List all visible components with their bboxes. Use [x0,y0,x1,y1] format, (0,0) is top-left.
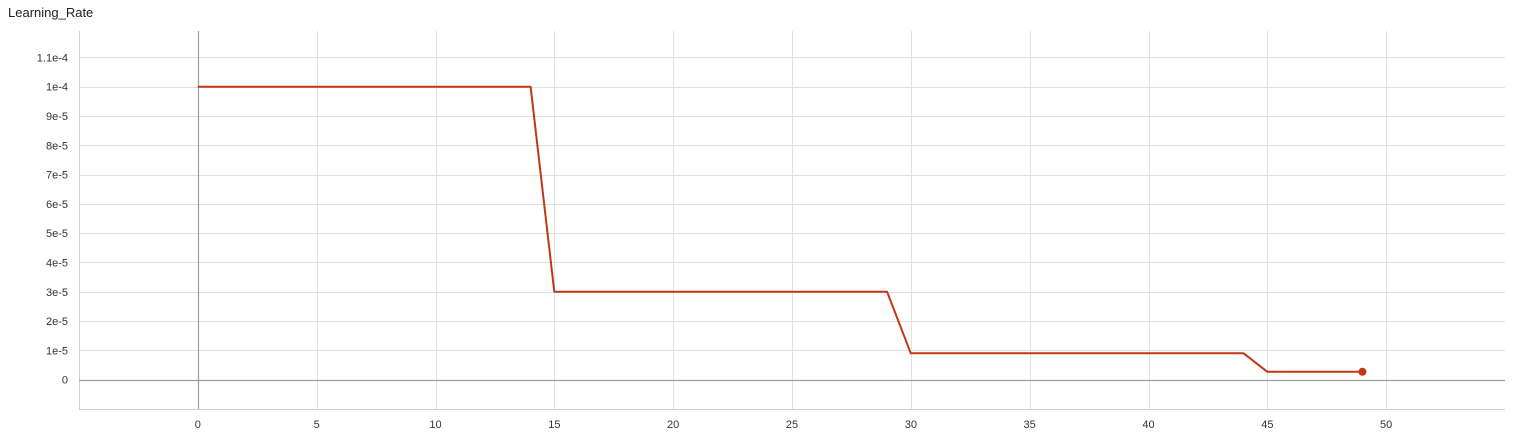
series-line [197,85,1363,373]
y-tick-label: 6e-5 [46,199,68,211]
y-tick-label: 1e-5 [46,345,68,357]
x-tick-label: 35 [1024,419,1036,431]
x-tick-label: 5 [314,419,320,431]
axis-layer [79,31,1505,410]
x-tick-label: 10 [429,419,441,431]
chart-title: Learning_Rate [8,5,94,20]
x-tick-label: 30 [905,419,917,431]
y-tick-label: 3e-5 [46,287,68,299]
y-tick-label: 4e-5 [46,257,68,269]
x-tick-label: 50 [1380,419,1392,431]
x-tick-label: 0 [195,419,201,431]
y-tick-label: 0 [62,375,68,387]
y-tick-label: 2e-5 [46,316,68,328]
x-tick-label: 20 [667,419,679,431]
x-tick-label: 45 [1261,419,1273,431]
y-tick-label: 1e-4 [46,82,68,94]
x-tick-label: 25 [786,419,798,431]
series-layer [197,85,1367,376]
series-endpoint [1358,367,1367,376]
y-tick-label: 9e-5 [46,111,68,123]
x-tick-label: 15 [548,419,560,431]
x-tick-label: 40 [1142,419,1154,431]
y-tick-label: 5e-5 [46,228,68,240]
y-tick-label: 8e-5 [46,140,68,152]
tick-label-layer: 0 5 10 15 20 25 30 35 40 45 50 0 1e-5 2e-5 3e-5 4e-5 5e-… [37,52,1392,431]
y-tick-label: 1.1e-4 [37,52,68,64]
y-tick-label: 7e-5 [46,170,68,182]
